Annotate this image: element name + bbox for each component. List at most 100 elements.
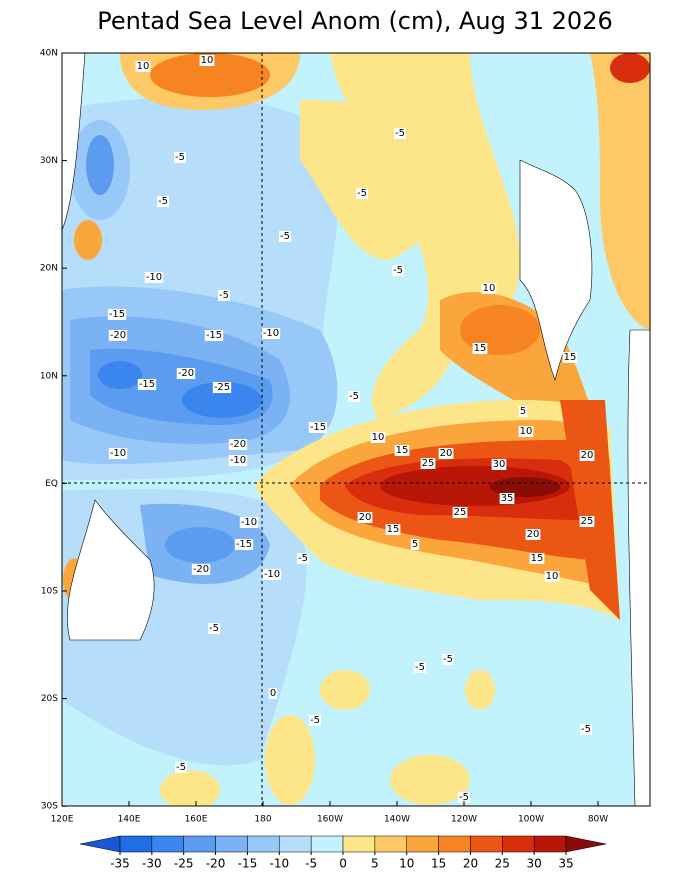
contour-label: 25 xyxy=(581,516,594,527)
contour-label: -10 xyxy=(146,272,162,283)
contour-label: 20 xyxy=(359,512,372,523)
contour-label-bg xyxy=(268,688,278,699)
colorbar-segment xyxy=(374,835,407,853)
contour-label-bg xyxy=(191,564,211,575)
contour-label-bg xyxy=(394,128,406,139)
contour-label: 20 xyxy=(581,450,594,461)
colorbar-low xyxy=(79,835,121,853)
contour-label-bg xyxy=(108,448,128,459)
colorbar-segment xyxy=(502,835,535,853)
contour-label: 25 xyxy=(454,507,467,518)
colorbar-label: -5 xyxy=(305,857,317,871)
contour-label-bg xyxy=(458,792,470,803)
contour-label: -10 xyxy=(263,328,279,339)
contour-label-bg xyxy=(208,623,220,634)
colorbar-segment xyxy=(310,835,344,853)
contour-label-bg xyxy=(562,352,578,363)
colorbar-segment xyxy=(119,835,153,853)
contour-label-bg xyxy=(279,231,291,242)
contour-label-bg xyxy=(261,328,281,339)
contour-label-bg xyxy=(107,309,127,320)
colorbar-label: -15 xyxy=(238,857,258,871)
contour-label: 10 xyxy=(520,426,533,437)
contour-label: -5 xyxy=(175,152,185,163)
contour-label: 10 xyxy=(137,61,150,72)
contour-label: 10 xyxy=(201,55,214,66)
contour-label: -5 xyxy=(176,762,186,773)
colorbar-label: 5 xyxy=(371,857,379,871)
colorbar-label: 10 xyxy=(399,857,414,871)
lat-label: 30S xyxy=(41,802,58,812)
contour-label: -10 xyxy=(110,448,126,459)
contour-label: 30 xyxy=(493,459,506,470)
lon-label: 120E xyxy=(51,815,74,825)
contour-label: 15 xyxy=(531,553,544,564)
contour-label: -10 xyxy=(230,455,246,466)
contour-label-bg xyxy=(175,762,187,773)
contour-label: -5 xyxy=(158,196,168,207)
contour-label-bg xyxy=(356,188,368,199)
contour-label-bg xyxy=(228,439,248,450)
contour-label: 10 xyxy=(372,432,385,443)
contour-label: -5 xyxy=(298,553,308,564)
contour-label: 0 xyxy=(270,688,276,699)
contour-label: -5 xyxy=(395,128,405,139)
contour-label-bg xyxy=(174,152,186,163)
colorbar-segment xyxy=(533,835,567,853)
lat-label: 10S xyxy=(41,587,58,597)
contour-label: -15 xyxy=(310,422,326,433)
colorbar-segment xyxy=(342,835,376,853)
colorbar-segment xyxy=(215,835,248,853)
contour-label-bg xyxy=(518,426,534,437)
lon-label: 140E xyxy=(118,815,141,825)
contour-label-bg xyxy=(491,459,507,470)
colorbar-segment xyxy=(151,835,184,853)
lat-label: 40N xyxy=(40,49,58,59)
contour-label: 15 xyxy=(564,352,577,363)
lat-label: 30N xyxy=(40,156,58,166)
contour-label: -5 xyxy=(459,792,469,803)
contour-label-bg xyxy=(525,529,541,540)
contour-label: -20 xyxy=(110,330,126,341)
contour-label: -15 xyxy=(206,330,222,341)
contour-label-bg xyxy=(137,379,157,390)
contour-label: 25 xyxy=(422,458,435,469)
lat-label: EQ xyxy=(45,479,58,489)
contour-label-bg xyxy=(262,569,282,580)
colorbar-label: -35 xyxy=(110,857,130,871)
contour-label-bg xyxy=(239,517,259,528)
contour-label: -5 xyxy=(443,654,453,665)
contour-label: -5 xyxy=(310,715,320,726)
contour-label-bg xyxy=(357,512,373,523)
contour-label-bg xyxy=(212,382,232,393)
contour-label: 10 xyxy=(546,571,559,582)
contour-label-bg xyxy=(442,654,454,665)
lat-label: 20S xyxy=(41,694,58,704)
contour-label: -5 xyxy=(209,623,219,634)
lat-label: 10N xyxy=(40,371,58,381)
contour-label-bg xyxy=(218,290,230,301)
contour-label: -20 xyxy=(230,439,246,450)
contour-label-bg xyxy=(420,458,436,469)
map-frame xyxy=(61,52,651,807)
contour-label: -5 xyxy=(280,231,290,242)
contour-label-bg xyxy=(348,391,360,402)
contour-label-bg xyxy=(370,432,386,443)
labels: 10 10 -5 -5 -5 -5 -5 -5 -5 -10 -15 -20 -15 -10 -20 -25 -… xyxy=(107,55,595,803)
lon-label: 160W xyxy=(317,815,343,825)
contour-label: -15 xyxy=(109,309,125,320)
colorbar-segment xyxy=(438,835,471,853)
contour-label: -5 xyxy=(349,391,359,402)
contour-label-bg xyxy=(414,662,426,673)
contour-label: 20 xyxy=(527,529,540,540)
contour-label-bg xyxy=(297,553,309,564)
contour-label: -15 xyxy=(236,539,252,550)
colorbar-high xyxy=(565,835,607,853)
colorbar-label: -10 xyxy=(269,857,289,871)
colorbar-segment xyxy=(406,835,439,853)
contour-label: 5 xyxy=(412,539,418,550)
lon-label: 120W xyxy=(451,815,477,825)
map-field xyxy=(62,53,650,806)
contour-label: -5 xyxy=(415,662,425,673)
